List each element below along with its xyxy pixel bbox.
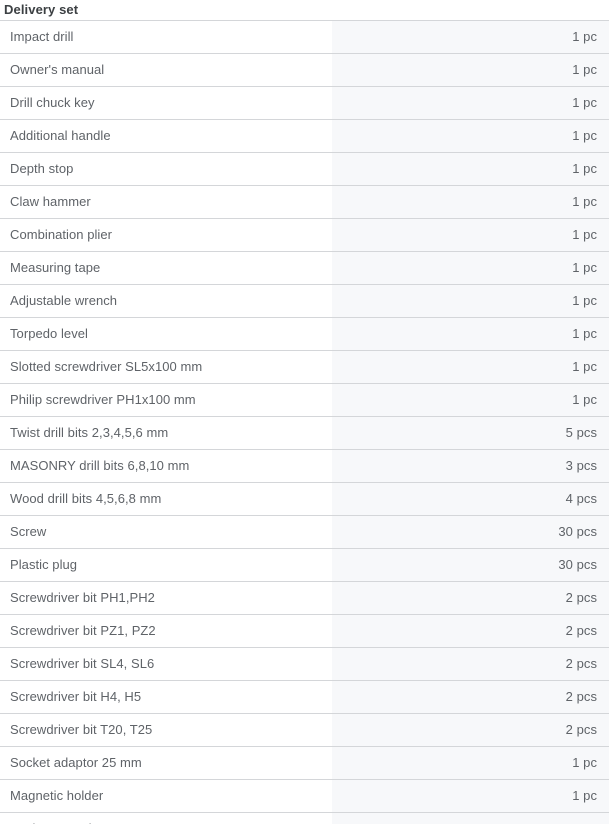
row-value: 1 pc [332, 218, 609, 252]
row-value: 1 pc [332, 185, 609, 219]
row-value: 1 pc [332, 779, 609, 813]
row-value: 4 pcs [332, 482, 609, 516]
row-value: 1 pc [332, 383, 609, 417]
row-value: 2 pcs [332, 680, 609, 714]
table-row: Combination plier 1 pc [0, 218, 609, 252]
row-name: Twist drill bits 2,3,4,5,6 mm [0, 416, 332, 450]
delivery-set-table: Impact drill 1 pc Owner's manual 1 pc Drill … [0, 20, 609, 824]
section-title: Delivery set [4, 2, 79, 17]
table-body: Impact drill 1 pc Owner's manual 1 pc Drill … [0, 20, 609, 824]
table-row: Magnetic holder 1 pc [0, 779, 609, 813]
table-row: Torpedo level 1 pc [0, 317, 609, 351]
row-value: 2 pcs [332, 614, 609, 648]
row-name: Screwdriver bit SL4, SL6 [0, 647, 332, 681]
table-row: Twist drill bits 2,3,4,5,6 mm 5 pcs [0, 416, 609, 450]
table-row: Drill chuck key 1 pc [0, 86, 609, 120]
table-row: Screwdriver bit H4, H5 2 pcs [0, 680, 609, 714]
table-row: Screwdriver bit T20, T25 2 pcs [0, 713, 609, 747]
row-value: 1 pc [332, 86, 609, 120]
row-value: 3 pcs [332, 449, 609, 483]
row-name: Plastic plug [0, 548, 332, 582]
row-value: 1 pc [332, 350, 609, 384]
row-name: Screwdriver bit PZ1, PZ2 [0, 614, 332, 648]
table-row: Claw hammer 1 pc [0, 185, 609, 219]
row-name: Impact drill [0, 20, 332, 54]
table-row: Impact drill 1 pc [0, 20, 609, 54]
table-row: Measuring tape 1 pc [0, 251, 609, 285]
row-name: Drill chuck key [0, 86, 332, 120]
row-name: Screwdriver bit PH1,PH2 [0, 581, 332, 615]
row-name: Additional handle [0, 119, 332, 153]
table-row: Screwdriver bit PZ1, PZ2 2 pcs [0, 614, 609, 648]
row-value: 5 pcs [332, 416, 609, 450]
table-row: Screw 30 pcs [0, 515, 609, 549]
table-row: Socket wrench 5,6,8,9,10,11 mm6 pcs [0, 812, 609, 824]
table-row: Plastic plug 30 pcs [0, 548, 609, 582]
row-name: Screwdriver bit T20, T25 [0, 713, 332, 747]
row-name: Socket wrench 5,6,8,9,10,11 mm [0, 812, 332, 824]
row-name: Screw [0, 515, 332, 549]
row-value: 1 pc [332, 284, 609, 318]
row-name: Owner's manual [0, 53, 332, 87]
row-value: 2 pcs [332, 713, 609, 747]
table-row: Wood drill bits 4,5,6,8 mm 4 pcs [0, 482, 609, 516]
row-name: Socket adaptor 25 mm [0, 746, 332, 780]
row-name: Torpedo level [0, 317, 332, 351]
row-name: Philip screwdriver PH1x100 mm [0, 383, 332, 417]
table-row: Owner's manual 1 pc [0, 53, 609, 87]
table-row: Screwdriver bit PH1,PH2 2 pcs [0, 581, 609, 615]
row-value: 2 pcs [332, 581, 609, 615]
table-row: Depth stop 1 pc [0, 152, 609, 186]
row-value: 30 pcs [332, 548, 609, 582]
row-name: Magnetic holder [0, 779, 332, 813]
table-row: Adjustable wrench 1 pc [0, 284, 609, 318]
row-name: Screwdriver bit H4, H5 [0, 680, 332, 714]
row-value: 1 pc [332, 53, 609, 87]
table-row: Socket adaptor 25 mm 1 pc [0, 746, 609, 780]
row-value: 1 pc [332, 119, 609, 153]
row-name: Combination plier [0, 218, 332, 252]
row-name: Wood drill bits 4,5,6,8 mm [0, 482, 332, 516]
row-value: 2 pcs [332, 647, 609, 681]
row-value: 1 pc [332, 251, 609, 285]
row-name: MASONRY drill bits 6,8,10 mm [0, 449, 332, 483]
row-value: 1 pc [332, 152, 609, 186]
row-name: Slotted screwdriver SL5x100 mm [0, 350, 332, 384]
row-value: 1 pc [332, 746, 609, 780]
row-name: Adjustable wrench [0, 284, 332, 318]
row-value: 1 pc [332, 317, 609, 351]
table-row: Philip screwdriver PH1x100 mm 1 pc [0, 383, 609, 417]
table-row: MASONRY drill bits 6,8,10 mm 3 pcs [0, 449, 609, 483]
row-value: 1 pc [332, 20, 609, 54]
row-name: Claw hammer [0, 185, 332, 219]
row-name: Depth stop [0, 152, 332, 186]
row-value: 30 pcs [332, 515, 609, 549]
row-name: Measuring tape [0, 251, 332, 285]
table-row: Screwdriver bit SL4, SL6 2 pcs [0, 647, 609, 681]
row-value: 6 pcs [332, 812, 609, 824]
table-row: Additional handle 1 pc [0, 119, 609, 153]
table-row: Slotted screwdriver SL5x100 mm 1 pc [0, 350, 609, 384]
